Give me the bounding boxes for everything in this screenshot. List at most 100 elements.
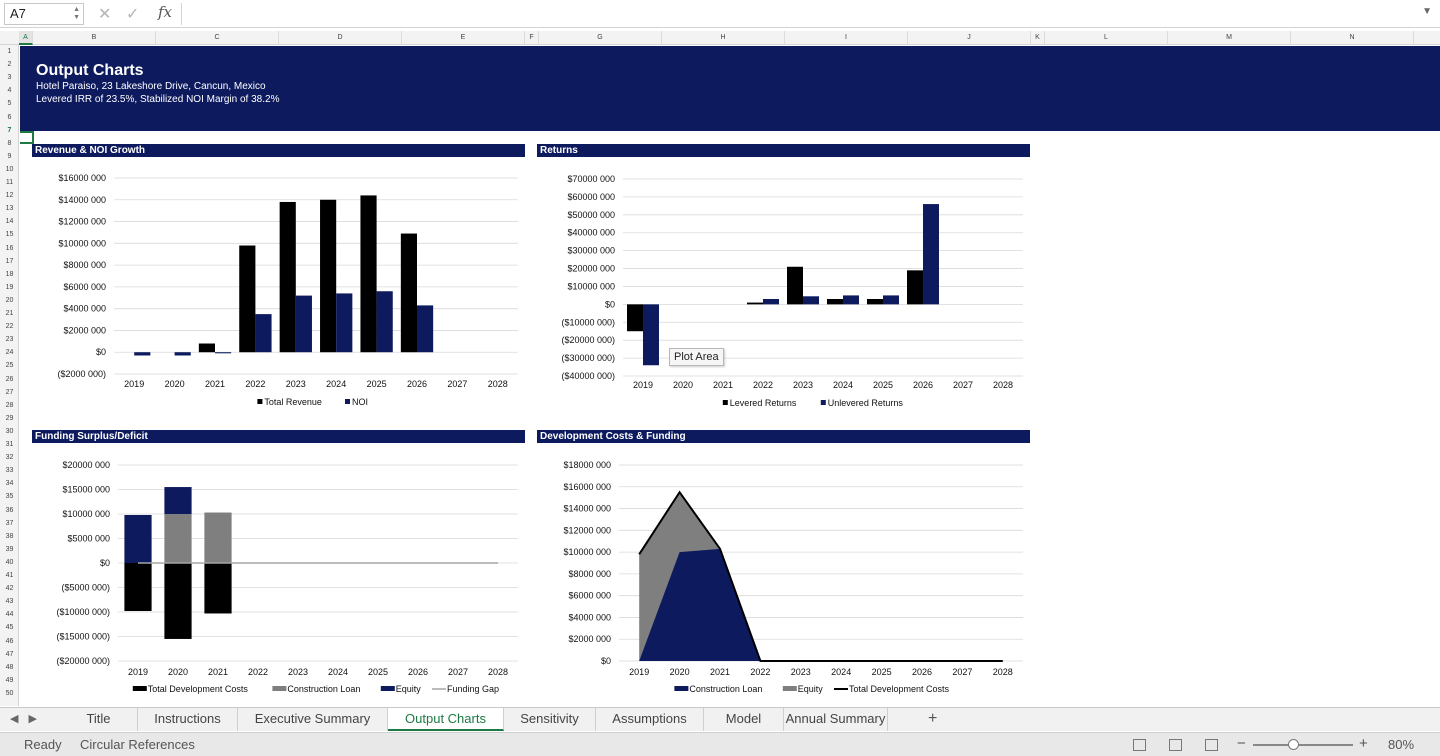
- row-header-10[interactable]: 10: [5, 165, 14, 173]
- row-header-34[interactable]: 34: [5, 480, 14, 488]
- formula-expand-icon[interactable]: ▼: [1422, 6, 1432, 17]
- row-header-38[interactable]: 38: [5, 532, 14, 540]
- x-tick-label: 2019: [629, 667, 649, 677]
- column-header-f[interactable]: F: [525, 31, 539, 45]
- row-header-47[interactable]: 47: [5, 650, 14, 658]
- column-header-h[interactable]: H: [662, 31, 785, 45]
- row-header-49[interactable]: 49: [5, 676, 14, 684]
- row-header-11[interactable]: 11: [5, 179, 14, 186]
- row-header-3[interactable]: 3: [7, 74, 12, 82]
- row-header-42[interactable]: 42: [5, 585, 14, 593]
- sheet-tab-output-charts[interactable]: Output Charts: [388, 708, 504, 731]
- tab-scroll-arrows-icon[interactable]: ◀▶: [10, 713, 47, 725]
- column-header-n[interactable]: N: [1291, 31, 1414, 45]
- returns-chart[interactable]: ($40000 000) ($30000 000) ($20000 000) ($10…: [537, 144, 1031, 408]
- row-header-26[interactable]: 26: [5, 375, 14, 383]
- row-header-33[interactable]: 33: [5, 467, 14, 475]
- row-header-6[interactable]: 6: [7, 113, 12, 121]
- zoom-slider[interactable]: [1253, 744, 1353, 746]
- column-header-a[interactable]: A: [19, 31, 33, 45]
- name-box-spinner-icon[interactable]: ▲ ▼: [73, 6, 80, 21]
- page-layout-view-icon[interactable]: [1169, 739, 1182, 751]
- row-header-7[interactable]: 7: [7, 126, 12, 134]
- legend-label: Levered Returns: [730, 398, 797, 408]
- row-header-24[interactable]: 24: [5, 349, 14, 357]
- column-header-l[interactable]: L: [1045, 31, 1168, 45]
- row-header-46[interactable]: 46: [5, 637, 14, 645]
- row-header-28[interactable]: 28: [5, 401, 14, 409]
- row-header-13[interactable]: 13: [5, 205, 14, 213]
- column-header-e[interactable]: E: [402, 31, 525, 45]
- row-header-29[interactable]: 29: [5, 414, 14, 422]
- zoom-out-icon[interactable]: −: [1237, 735, 1246, 752]
- column-header-b[interactable]: B: [33, 31, 156, 45]
- sheet-tab-instructions[interactable]: Instructions: [138, 708, 238, 731]
- column-header-k[interactable]: K: [1031, 31, 1045, 45]
- name-box[interactable]: A7 ▲ ▼: [4, 3, 84, 25]
- row-header-32[interactable]: 32: [5, 454, 14, 462]
- row-header-23[interactable]: 23: [5, 336, 14, 344]
- row-header-31[interactable]: 31: [5, 441, 14, 448]
- sheet-tab-annual-summary[interactable]: Annual Summary: [784, 708, 888, 731]
- row-header-1[interactable]: 1: [7, 48, 12, 55]
- function-icon[interactable]: fx: [158, 3, 173, 21]
- sheet-tab-model[interactable]: Model: [704, 708, 784, 731]
- row-header-50[interactable]: 50: [5, 689, 14, 697]
- development-costs-chart[interactable]: $0 $2000 000 $4000 000 $6000 000 $8000 000 $1…: [537, 430, 1031, 698]
- row-header-37[interactable]: 37: [5, 519, 14, 527]
- column-header-c[interactable]: C: [156, 31, 279, 45]
- row-header-4[interactable]: 4: [7, 87, 12, 95]
- row-header-19[interactable]: 19: [5, 283, 14, 291]
- row-header-5[interactable]: 5: [7, 100, 12, 108]
- row-header-41[interactable]: 41: [5, 572, 14, 579]
- worksheet-grid[interactable]: Output Charts Hotel Paraiso, 23 Lakeshor…: [20, 46, 1440, 706]
- row-header-2[interactable]: 2: [7, 61, 12, 69]
- confirm-icon[interactable]: ✓: [126, 6, 140, 23]
- zoom-slider-knob[interactable]: [1288, 739, 1299, 750]
- row-header-14[interactable]: 14: [5, 218, 14, 226]
- column-header-g[interactable]: G: [539, 31, 662, 45]
- revenue-noi-chart[interactable]: ($2000 000) $0 $2000 000 $4000 000 $6000 000…: [32, 144, 526, 408]
- legend-swatch: [782, 686, 797, 691]
- row-header-9[interactable]: 9: [7, 152, 12, 160]
- row-header-40[interactable]: 40: [5, 558, 14, 566]
- column-header-i[interactable]: I: [785, 31, 908, 45]
- column-header-m[interactable]: M: [1168, 31, 1291, 45]
- bar-noi: [215, 352, 232, 354]
- normal-view-icon[interactable]: [1133, 739, 1146, 751]
- row-header-43[interactable]: 43: [5, 598, 14, 606]
- row-header-8[interactable]: 8: [7, 139, 12, 147]
- zoom-level[interactable]: 80%: [1388, 737, 1415, 752]
- row-header-39[interactable]: 39: [5, 545, 14, 553]
- row-header-12[interactable]: 12: [5, 192, 14, 200]
- row-header-44[interactable]: 44: [5, 611, 14, 619]
- page-break-view-icon[interactable]: [1205, 739, 1218, 751]
- row-header-35[interactable]: 35: [5, 493, 14, 501]
- row-header-15[interactable]: 15: [5, 231, 14, 239]
- sheet-tab-assumptions[interactable]: Assumptions: [596, 708, 704, 731]
- row-header-21[interactable]: 21: [5, 310, 14, 317]
- row-header-17[interactable]: 17: [5, 257, 14, 265]
- column-header-j[interactable]: J: [908, 31, 1031, 45]
- sheet-tab-executive-summary[interactable]: Executive Summary: [238, 708, 388, 731]
- legend-label: Construction Loan: [689, 684, 762, 694]
- row-header-48[interactable]: 48: [5, 663, 14, 671]
- zoom-in-icon[interactable]: +: [1359, 735, 1368, 752]
- add-sheet-icon[interactable]: +: [928, 710, 938, 727]
- row-header-22[interactable]: 22: [5, 323, 14, 331]
- row-header-20[interactable]: 20: [5, 296, 14, 304]
- sheet-tab-title[interactable]: Title: [60, 708, 138, 731]
- row-header-45[interactable]: 45: [5, 624, 14, 632]
- row-header-25[interactable]: 25: [5, 362, 14, 370]
- selected-cell[interactable]: [20, 131, 34, 144]
- row-header-27[interactable]: 27: [5, 388, 14, 396]
- row-header-16[interactable]: 16: [5, 244, 14, 252]
- row-header-36[interactable]: 36: [5, 506, 14, 514]
- row-header-18[interactable]: 18: [5, 270, 14, 278]
- funding-surplus-chart[interactable]: ($20000 000) ($15000 000) ($10000 000) ($50…: [32, 430, 526, 698]
- cancel-icon[interactable]: ✕: [98, 6, 112, 23]
- sheet-tab-sensitivity[interactable]: Sensitivity: [504, 708, 596, 731]
- circular-references-status[interactable]: Circular References: [80, 737, 195, 752]
- column-header-d[interactable]: D: [279, 31, 402, 45]
- row-header-30[interactable]: 30: [5, 427, 14, 435]
